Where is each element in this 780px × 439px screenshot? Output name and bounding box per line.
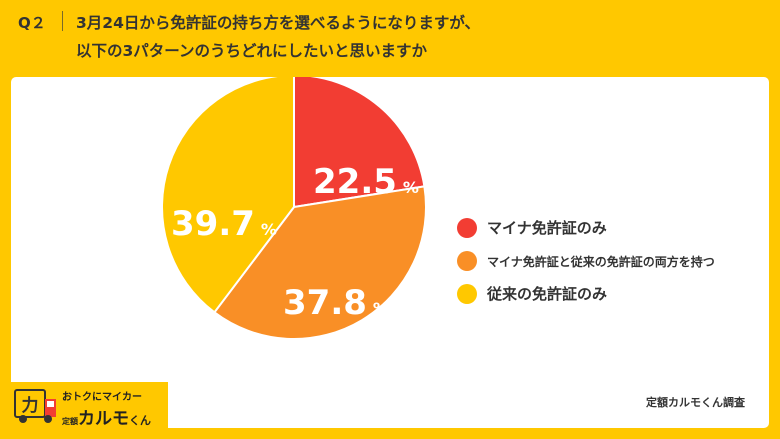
- legend-item: 従来の免許証のみ: [457, 283, 607, 304]
- legend-label: 従来の免許証のみ: [487, 285, 608, 303]
- logo-brand-name: カルモ: [78, 409, 129, 429]
- legend-label: マイナ免許証と従来の免許証の両方を持つ: [487, 254, 715, 269]
- logo-brand: 定額カルモくん: [62, 404, 151, 429]
- pie-slice: [161, 77, 295, 314]
- slice-value-label: 37.8%: [283, 283, 389, 323]
- truck-icon: 力: [14, 389, 56, 423]
- logo-brand-suffix: くん: [129, 414, 151, 427]
- question-text-line2: 以下の3パターンのうちどれにしたいと思いますか: [76, 42, 428, 60]
- source-note: 定額カルモくん調査: [646, 396, 745, 409]
- question-number: Q２: [18, 14, 46, 32]
- slice-value-label: 22.5%: [313, 162, 419, 202]
- legend-label: マイナ免許証のみ: [487, 219, 607, 237]
- pie-slice: [213, 185, 427, 340]
- legend-color-dot: [457, 251, 477, 271]
- chart-card: 22.5% 37.8% 39.7% マイナ免許証のみマイナ免許証と従来の免許証の両方…: [11, 77, 769, 428]
- logo-brand-prefix: 定額: [62, 417, 78, 426]
- legend-color-dot: [457, 283, 477, 304]
- question-divider: [62, 11, 63, 31]
- legend-item: マイナ免許証と従来の免許証の両方を持つ: [457, 251, 715, 271]
- question-header: Q２ 3月24日から免許証の持ち方を選べるようになりますが、 以下の3パターンの…: [0, 0, 780, 72]
- question-text-line1: 3月24日から免許証の持ち方を選べるようになりますが、: [76, 14, 481, 32]
- legend-color-dot: [457, 217, 477, 238]
- pie-slice: [293, 77, 426, 209]
- brand-logo: 力 おトクにマイカー 定額カルモくん: [10, 382, 168, 430]
- svg-text:力: 力: [22, 395, 39, 416]
- slice-value-label: 39.7%: [171, 204, 277, 244]
- pie-chart: 22.5 % 37.8 %39.7%: [161, 77, 427, 340]
- legend-item: マイナ免許証のみ: [457, 217, 607, 238]
- logo-tagline: おトクにマイカー: [62, 392, 142, 403]
